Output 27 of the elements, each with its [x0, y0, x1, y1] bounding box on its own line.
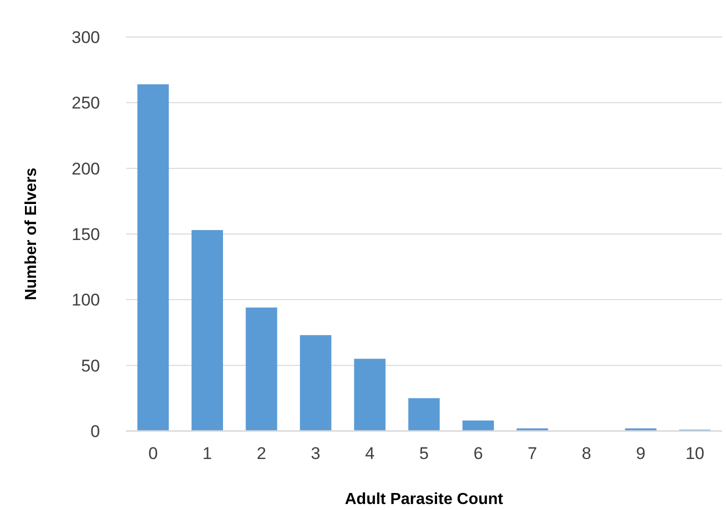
y-tick-label: 50 — [81, 356, 100, 376]
y-tick-label: 0 — [90, 422, 100, 441]
y-tick-label: 300 — [72, 28, 100, 47]
bar — [354, 358, 386, 431]
bar — [408, 398, 440, 431]
x-tick-label: 9 — [636, 444, 646, 463]
y-axis-title: Number of Elvers — [23, 168, 40, 300]
bar — [462, 420, 494, 431]
x-tick-label: 7 — [528, 444, 538, 463]
x-tick-label: 0 — [148, 444, 158, 463]
y-tick-label: 150 — [72, 224, 100, 244]
y-tick-label: 250 — [72, 94, 100, 113]
bar — [300, 335, 332, 431]
x-axis-title: Adult Parasite Count — [344, 491, 504, 508]
bar — [192, 230, 223, 431]
y-tick-label: 100 — [72, 290, 100, 310]
x-tick-label: 5 — [419, 444, 429, 463]
x-tick-label: 4 — [365, 444, 375, 463]
bar — [246, 308, 278, 431]
x-tick-label: 2 — [256, 444, 266, 463]
x-tick-label: 10 — [685, 444, 704, 463]
bar — [137, 84, 169, 431]
x-tick-label: 1 — [202, 444, 212, 463]
x-tick-label: 3 — [310, 444, 320, 463]
x-tick-label: 8 — [582, 444, 592, 463]
x-tick-label: 6 — [473, 444, 483, 463]
y-tick-label: 200 — [72, 159, 100, 178]
